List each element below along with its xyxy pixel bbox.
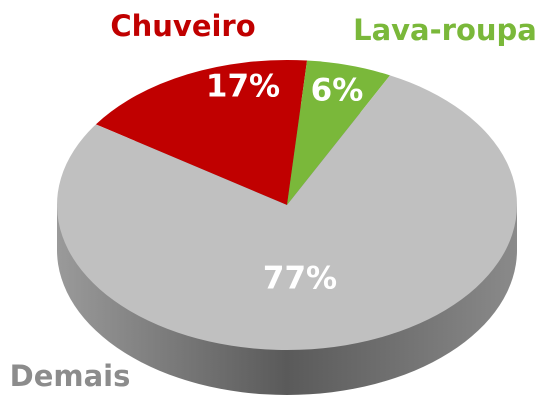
value-label: 17% [206,69,280,105]
pie-slice [95,59,308,205]
category-label: Chuveiro [110,9,255,43]
pie [57,59,518,395]
category-label: Demais [10,359,131,393]
value-label: 6% [311,73,364,109]
pie-slice [57,75,518,351]
pie-slice [287,60,390,205]
category-label: Lava-roupa [353,13,537,47]
value-label: 77% [263,261,337,297]
